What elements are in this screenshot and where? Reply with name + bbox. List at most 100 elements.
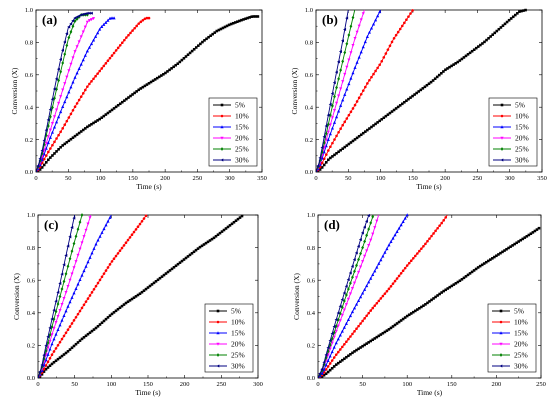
data-point [377,261,381,265]
data-point [94,284,98,288]
data-point [56,328,60,331]
data-point [218,231,222,235]
legend-entry: 20% [492,340,528,349]
data-point [50,130,54,134]
data-point [409,96,412,99]
data-point [424,303,427,306]
legend-marker [216,331,220,335]
y-tick-label: 0.2 [307,343,315,350]
data-point [359,346,362,349]
data-point [351,275,354,280]
data-point [374,18,378,22]
data-point [72,319,76,322]
legend-box [208,97,258,167]
data-point [244,17,247,21]
data-point [460,57,464,61]
data-point [324,353,328,357]
data-point [46,135,50,139]
data-point [339,148,342,152]
data-point [361,319,364,323]
data-point [140,219,144,223]
legend-label: 15% [514,329,528,338]
data-point [525,235,529,238]
data-point [487,36,490,40]
data-point [68,278,72,282]
data-point [80,306,84,310]
legend-entry: 30% [213,156,249,165]
data-point [322,163,326,167]
data-point [324,368,328,371]
data-point [415,91,418,95]
data-point [59,145,62,149]
data-point [139,20,143,24]
data-point [217,28,221,32]
data-point [198,245,202,249]
data-point [495,29,499,33]
data-point [432,232,435,235]
data-point [194,248,198,252]
data-point [68,325,72,328]
data-point [346,317,350,321]
data-point [523,236,527,239]
legend-label: 30% [515,156,529,165]
data-point [379,333,383,336]
data-point [110,108,114,112]
data-point [365,233,369,238]
data-point [340,298,344,302]
data-point [337,150,340,154]
data-point [354,302,359,306]
data-point [80,241,84,245]
data-point [363,40,367,44]
legend-entry: 25% [493,145,529,154]
data-point [324,131,328,136]
data-point [401,219,405,223]
data-point [138,292,142,295]
data-point [78,339,82,342]
data-point [481,42,484,45]
legend-marker [220,158,224,162]
data-point [421,87,425,90]
data-point [63,123,67,127]
data-point [361,131,365,135]
data-point [90,122,93,126]
data-point [339,68,343,72]
data-point [94,34,98,38]
data-point [64,309,68,313]
data-point [334,353,338,356]
data-point [153,78,157,81]
data-point [139,87,143,90]
legend-box [488,97,538,167]
legend-label: 30% [231,362,245,371]
data-point [162,72,165,76]
data-point [363,287,367,291]
data-point [345,65,349,69]
data-point [503,249,506,252]
data-point [102,319,106,323]
y-tick-label: 1.0 [25,7,33,14]
data-point [318,376,320,378]
data-point [428,237,431,240]
data-point [454,282,458,285]
x-tick-label: 100 [402,381,412,388]
data-point [44,344,48,348]
data-point [132,296,136,299]
data-point [81,12,85,16]
data-point [460,278,464,281]
legend-marker [500,114,504,118]
data-point [65,141,69,144]
data-point [66,264,70,269]
data-point [42,163,46,167]
legend: 5% 10% 15% 20% 25% 30% [204,303,254,373]
data-point [75,102,79,105]
data-point [122,303,126,306]
data-point [184,256,188,260]
data-point [336,311,340,315]
legend-marker [220,147,224,151]
data-point [318,371,322,376]
x-tick-label: 100 [376,175,386,182]
data-point [420,305,423,309]
data-point [416,308,419,311]
data-point [347,82,351,86]
data-point [240,214,244,218]
y-tick-label: 0.6 [307,277,316,284]
